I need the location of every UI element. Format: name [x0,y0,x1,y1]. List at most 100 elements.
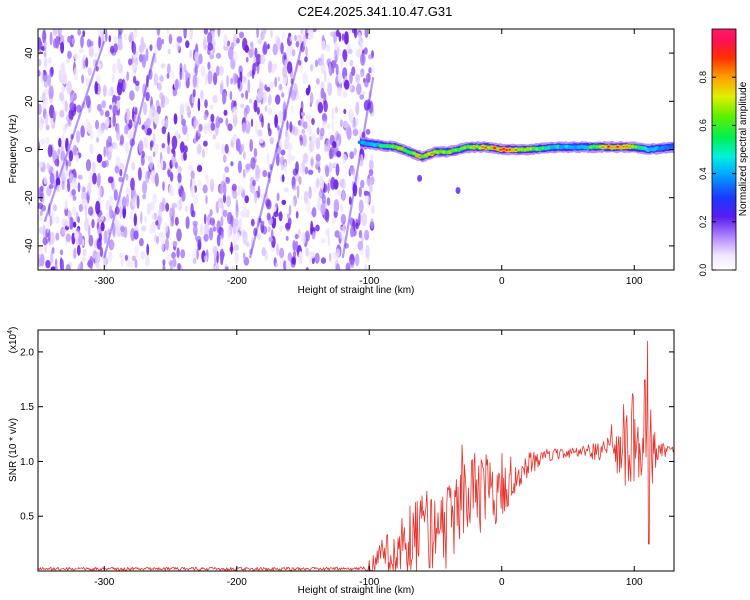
noise-speckle [161,126,166,135]
noise-speckle [112,63,117,74]
noise-speckle [274,198,278,210]
noise-speckle [66,80,72,95]
noise-speckle [100,214,104,221]
noise-speckle [278,211,283,222]
noise-speckle [39,245,44,254]
noise-speckle [38,226,44,235]
noise-speckle [342,190,345,202]
noise-speckle [209,104,214,110]
snr-background [38,330,674,571]
snr-y-tick-label: 1.5 [20,402,34,413]
noise-speckle [194,230,198,241]
noise-speckle [240,92,244,99]
noise-speckle [304,166,309,175]
noise-speckle [242,252,246,260]
noise-speckle [237,232,240,241]
noise-speckle [131,190,136,198]
noise-speckle [264,105,268,112]
noise-speckle [366,178,372,187]
noise-speckle [150,55,155,70]
noise-speckle [311,133,316,146]
spectrogram-signal-band [357,136,674,194]
noise-speckle [240,185,244,194]
noise-speckle [286,46,291,59]
noise-speckle [198,53,203,65]
noise-speckle [279,247,285,259]
noise-speckle [114,165,120,174]
noise-speckle [56,154,60,168]
noise-speckle [107,89,112,97]
noise-speckle [230,77,234,85]
noise-speckle [85,159,92,172]
colorbar-tick-label: 0.2 [698,216,708,229]
noise-speckle [269,81,274,89]
noise-speckle [242,206,247,212]
noise-speckle [46,221,50,234]
signal-band-peak [424,154,428,157]
noise-speckle [196,143,202,155]
noise-speckle [245,163,251,170]
noise-speckle [331,119,335,134]
noise-speckle [348,196,352,206]
noise-speckle [232,231,238,245]
noise-speckle [153,212,158,220]
noise-speckle [107,176,114,184]
colorbar-tick-label: 0.4 [698,167,708,180]
noise-speckle [146,243,150,256]
noise-speckle [59,91,64,102]
noise-speckle [247,79,251,94]
noise-speckle [74,53,79,60]
noise-speckle [315,224,320,232]
noise-speckle [142,180,148,195]
noise-speckle [95,251,101,264]
noise-speckle [237,185,241,196]
signal-band-peak [430,152,434,155]
noise-speckle [223,93,227,104]
noise-speckle [359,72,364,78]
noise-speckle [267,171,271,179]
noise-speckle [129,260,134,269]
noise-speckle [123,33,128,41]
noise-speckle [349,166,355,175]
colorbar-tick-label: 0.8 [698,71,708,84]
noise-speckle [142,193,147,200]
noise-speckle [133,29,138,39]
noise-speckle [113,189,118,201]
noise-speckle [47,74,52,87]
noise-speckle [355,253,360,267]
noise-speckle [69,94,74,103]
noise-speckle [82,256,87,263]
noise-speckle [253,227,258,237]
noise-speckle [68,159,72,167]
noise-speckle [311,231,316,240]
noise-speckle [348,48,353,55]
noise-speckle [154,172,159,187]
noise-speckle [155,220,159,226]
noise-speckle [335,63,339,76]
noise-speckle [133,213,137,227]
noise-streak [341,77,375,259]
noise-speckle [141,150,145,159]
noise-speckle [162,263,166,270]
noise-speckle [232,190,238,199]
noise-speckle [148,69,153,80]
noise-speckle [237,77,241,90]
noise-speckle [329,252,332,262]
snr-frame [37,329,675,572]
noise-speckle [268,236,273,243]
noise-speckle [216,65,220,77]
noise-speckle [253,99,258,113]
noise-speckle [309,64,314,72]
noise-speckle [276,192,280,202]
noise-speckle [132,62,136,72]
noise-speckle [166,253,171,263]
noise-speckle [68,108,74,121]
noise-speckle [308,125,312,136]
noise-speckle [363,100,369,111]
noise-speckle [202,148,205,159]
noise-speckle [50,231,55,245]
noise-speckle [137,167,142,181]
noise-speckle [213,72,218,86]
noise-speckle [146,74,149,88]
noise-speckle [49,31,53,46]
